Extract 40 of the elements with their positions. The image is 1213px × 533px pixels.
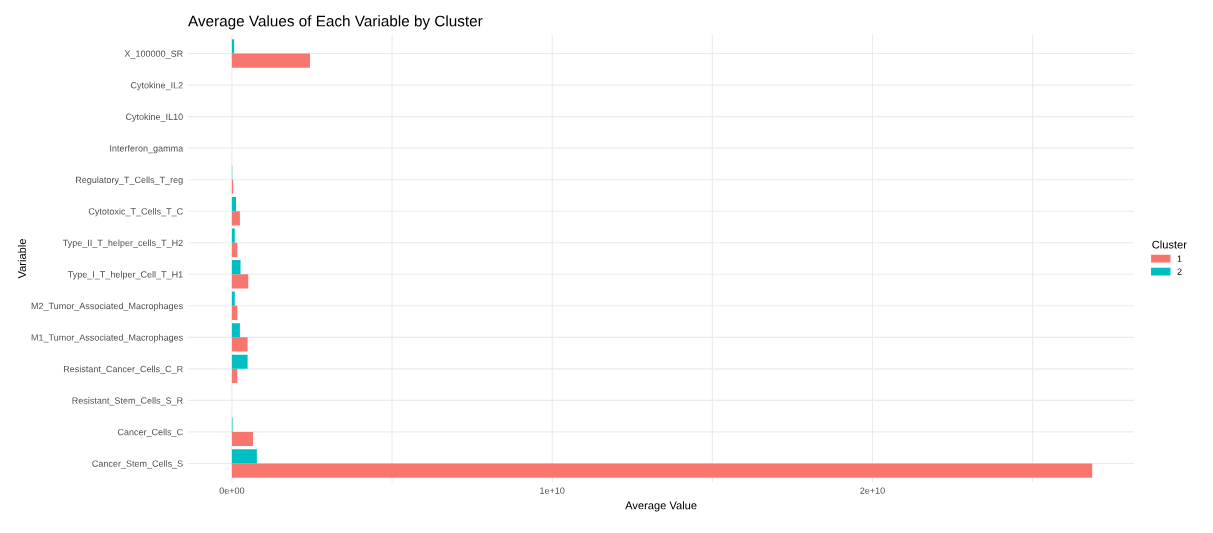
bar xyxy=(231,368,238,384)
bar xyxy=(231,197,237,212)
bar xyxy=(231,449,257,464)
bar xyxy=(231,354,248,369)
y-tick-label: Cytokine_IL10 xyxy=(125,113,183,122)
bar xyxy=(231,39,235,54)
y-tick-label: Cancer_Stem_Cells_S xyxy=(92,460,183,469)
chart-title: Average Values of Each Variable by Cluster xyxy=(188,15,483,30)
y-tick-label: Cancer_Cells_C xyxy=(117,428,183,437)
y-tick-label: M1_Tumor_Associated_Macrophages xyxy=(31,334,183,343)
legend-title: Cluster xyxy=(1152,240,1187,249)
bar xyxy=(231,53,311,68)
bar xyxy=(231,291,235,306)
bar xyxy=(231,323,240,338)
x-tick-label: 1e+10 xyxy=(540,487,565,494)
bar xyxy=(231,260,241,275)
y-tick-label: Type_II_T_helper_cells_T_H2 xyxy=(62,239,183,248)
x-tick-label: 2e+10 xyxy=(860,487,885,494)
y-tick-label: Cytokine_IL2 xyxy=(130,81,183,91)
y-tick-label: Interferon_gamma xyxy=(110,144,184,154)
y-tick-label: Cytotoxic_T_Cells_T_C xyxy=(88,207,183,217)
y-tick-label: Type_I_T_helper_Cell_T_H1 xyxy=(67,271,183,280)
y-tick-label: Resistant_Stem_Cells_S_R xyxy=(72,397,183,406)
y-tick-label: Regulatory_T_Cells_T_reg xyxy=(76,176,183,185)
bar xyxy=(231,274,249,289)
y-tick-label: M2_Tumor_Associated_Macrophages xyxy=(31,302,183,311)
x-axis-title: Average Value xyxy=(625,501,697,512)
bar xyxy=(231,431,254,447)
bar xyxy=(231,337,248,352)
y-tick-label: Resistant_Cancer_Cells_C_R xyxy=(63,365,183,374)
bar xyxy=(231,211,240,226)
x-tick-label: 0e+00 xyxy=(219,487,245,494)
y-tick-label: X_100000_SR xyxy=(124,50,183,59)
legend-label: 2 xyxy=(1177,268,1182,275)
bar xyxy=(231,463,1093,478)
bar xyxy=(231,305,238,320)
bar xyxy=(231,242,238,257)
y-axis-title: Variable xyxy=(17,239,26,279)
legend-label: 1 xyxy=(1177,255,1182,262)
bar xyxy=(231,228,235,243)
